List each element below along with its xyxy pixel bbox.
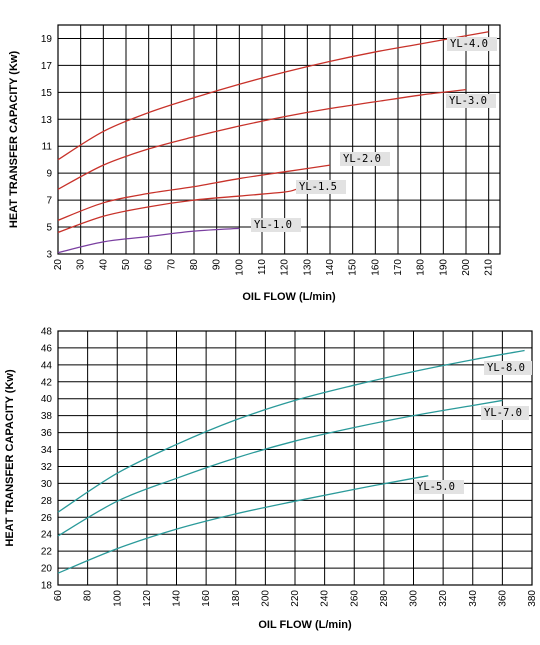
y-tick-label: 18 bbox=[41, 581, 53, 592]
series-label: YL-8.0 bbox=[487, 362, 525, 374]
x-tick-label: 20 bbox=[53, 259, 64, 271]
y-tick-label: 22 bbox=[41, 547, 53, 558]
series-label-bg bbox=[251, 218, 301, 232]
y-tick-label: 34 bbox=[41, 445, 53, 456]
series-line-yl-7-0 bbox=[57, 399, 503, 537]
series-line-yl-2-0 bbox=[57, 164, 331, 221]
y-tick-label: 15 bbox=[41, 88, 53, 99]
x-tick-label: 140 bbox=[325, 259, 336, 276]
x-tick-label: 320 bbox=[438, 590, 449, 607]
x-tick-label: 110 bbox=[257, 259, 268, 275]
x-tick-label: 200 bbox=[260, 590, 271, 607]
x-tick-label: 240 bbox=[320, 590, 331, 607]
x-tick-label: 360 bbox=[497, 590, 508, 607]
series-label: YL-3.0 bbox=[449, 95, 487, 107]
series-line-yl-1-0 bbox=[57, 227, 240, 254]
y-tick-label: 30 bbox=[41, 479, 53, 490]
x-tick-label: 30 bbox=[76, 259, 87, 271]
series-label: YL-1.0 bbox=[254, 219, 292, 231]
chart-small-models: 20 30 40 50 60 70 80 90 100 110 120 130 140 150 160 170… bbox=[8, 24, 501, 303]
series-label: YL-5.0 bbox=[417, 481, 455, 493]
x-tick-label: 100 bbox=[234, 259, 245, 276]
x-tick-label: 100 bbox=[112, 590, 123, 607]
grid bbox=[57, 330, 533, 586]
y-tick-label: 13 bbox=[41, 115, 53, 126]
y-tick-label: 24 bbox=[41, 530, 53, 541]
y-tick-label: 38 bbox=[41, 411, 53, 422]
plot-frame bbox=[57, 330, 533, 586]
y-tick-label: 3 bbox=[46, 250, 52, 261]
x-tick-label: 90 bbox=[212, 259, 223, 271]
series-line-yl-3-0 bbox=[57, 89, 467, 190]
x-tick-label: 220 bbox=[290, 590, 301, 607]
series-line-yl-5-0 bbox=[57, 475, 429, 574]
series-line-yl-8-0 bbox=[57, 349, 525, 513]
y-tick-label: 48 bbox=[41, 327, 53, 338]
x-tick-label: 160 bbox=[201, 590, 212, 607]
x-tick-label: 70 bbox=[166, 259, 177, 271]
x-axis-title: OIL FLOW (L/min) bbox=[242, 291, 336, 303]
series-label-bg bbox=[296, 180, 346, 194]
series-label: YL-2.0 bbox=[343, 153, 381, 165]
series-line-yl-1-5 bbox=[57, 188, 297, 234]
x-tick-label: 40 bbox=[98, 259, 109, 271]
x-tick-label: 130 bbox=[302, 259, 313, 276]
y-tick-label: 46 bbox=[41, 343, 53, 354]
x-tick-label: 120 bbox=[280, 259, 291, 276]
y-tick-label: 40 bbox=[41, 394, 53, 405]
x-tick-label: 280 bbox=[379, 590, 390, 607]
x-tick-label: 260 bbox=[349, 590, 360, 607]
x-tick-label: 340 bbox=[468, 590, 479, 607]
y-tick-label: 42 bbox=[41, 377, 53, 388]
series-label-bg bbox=[340, 152, 390, 166]
y-tick-label: 19 bbox=[41, 34, 53, 45]
y-tick-label: 17 bbox=[41, 61, 53, 72]
x-tick-label: 300 bbox=[409, 590, 420, 607]
series-label-bg bbox=[414, 480, 464, 494]
x-tick-label: 180 bbox=[231, 590, 242, 607]
y-tick-label: 20 bbox=[41, 564, 53, 575]
plot-frame bbox=[57, 24, 501, 255]
series-label-bg bbox=[484, 361, 532, 375]
y-tick-label: 32 bbox=[41, 462, 53, 473]
y-tick-label: 44 bbox=[41, 360, 53, 371]
x-tick-label: 80 bbox=[189, 259, 200, 271]
series-label-bg bbox=[447, 37, 497, 51]
x-tick-label: 200 bbox=[461, 259, 472, 276]
y-tick-label: 36 bbox=[41, 428, 53, 439]
x-tick-label: 190 bbox=[438, 259, 449, 276]
y-axis-title: HEAT TRANSFER CAPACITY (Kw) bbox=[8, 51, 20, 229]
x-tick-label: 160 bbox=[370, 259, 381, 276]
y-tick-label: 28 bbox=[41, 496, 53, 507]
series-label-bg bbox=[446, 94, 496, 108]
x-tick-label: 60 bbox=[53, 590, 64, 602]
x-tick-label: 120 bbox=[142, 590, 153, 607]
x-tick-label: 60 bbox=[144, 259, 155, 271]
x-tick-label: 80 bbox=[83, 590, 94, 602]
series-line-yl-4-0 bbox=[57, 31, 489, 161]
series-label-bg bbox=[481, 406, 529, 420]
x-tick-label: 150 bbox=[348, 259, 359, 276]
series-label: YL-7.0 bbox=[484, 407, 522, 419]
series-label: YL-4.0 bbox=[450, 38, 488, 50]
y-tick-label: 26 bbox=[41, 513, 53, 524]
series-label: YL-1.5 bbox=[299, 181, 337, 193]
x-tick-label: 380 bbox=[527, 590, 538, 607]
x-tick-label: 140 bbox=[172, 590, 183, 607]
y-tick-label: 5 bbox=[46, 223, 52, 234]
x-tick-label: 210 bbox=[484, 259, 495, 276]
y-tick-label: 7 bbox=[46, 196, 52, 207]
y-axis-title: HEAT TRANSFER CAPACITY (Kw) bbox=[4, 369, 16, 547]
y-tick-label: 11 bbox=[42, 142, 53, 153]
x-tick-label: 180 bbox=[416, 259, 427, 276]
grid bbox=[57, 25, 500, 255]
y-tick-label: 9 bbox=[46, 169, 52, 180]
chart-large-models: 60 80 100 120 140 160 180 200 220 240 260 280 300 320… bbox=[4, 327, 538, 632]
x-tick-label: 170 bbox=[393, 259, 404, 276]
x-tick-label: 50 bbox=[121, 259, 132, 271]
x-axis-title: OIL FLOW (L/min) bbox=[258, 619, 352, 631]
